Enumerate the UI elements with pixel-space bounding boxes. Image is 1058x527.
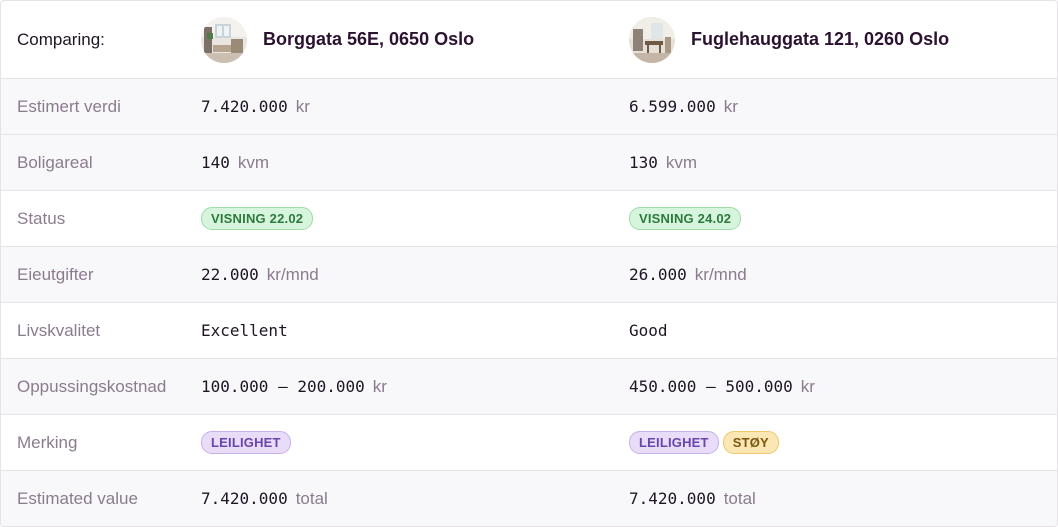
property-b-header[interactable]: Fuglehauggata 121, 0260 Oslo [629, 16, 1057, 63]
property-b-value: Good [629, 321, 668, 340]
apartment-photo-icon[interactable] [201, 16, 247, 63]
comparing-label: Comparing: [17, 29, 105, 49]
status-badge: VISNING 22.02 [201, 207, 314, 230]
tag-badge: STØY [722, 431, 779, 454]
property-b-unit: kvm [665, 152, 698, 172]
property-b-value: 130 [629, 153, 658, 172]
property-a-title[interactable]: Borggata 56E, 0650 Oslo [263, 29, 475, 49]
property-a-value: 7.420.000 [201, 97, 288, 116]
apartment-photo-icon[interactable] [629, 16, 675, 63]
property-a-value: Excellent [201, 321, 288, 340]
tag-badge: LEILIGHET [629, 431, 719, 454]
row-label: Livskvalitet [17, 320, 101, 340]
property-a-value: 22.000 [201, 265, 259, 284]
property-a-unit: kvm [237, 152, 270, 172]
property-a-header[interactable]: Borggata 56E, 0650 Oslo [201, 16, 629, 63]
row-estimated-value: Estimated value 7.420.000 total 7.420.000… [1, 470, 1057, 526]
row-label: Estimated value [17, 488, 138, 508]
property-b-value: 6.599.000 [629, 97, 716, 116]
property-a-unit: kr [372, 376, 387, 396]
property-b-unit: kr [800, 376, 815, 396]
status-badge: VISNING 24.02 [629, 207, 742, 230]
row-label: Status [17, 208, 66, 228]
row-estimert-verdi: Estimert verdi 7.420.000 kr 6.599.000 kr [1, 78, 1057, 134]
property-a-unit: kr/mnd [266, 264, 319, 284]
comparison-header-row: Comparing: Borggata 56E, 0650 Oslo [1, 1, 1057, 78]
property-a-unit: total [295, 488, 328, 508]
row-label: Estimert verdi [17, 96, 121, 116]
property-a-value: 7.420.000 [201, 489, 288, 508]
row-livskvalitet: Livskvalitet Excellent Good [1, 302, 1057, 358]
row-label: Eieutgifter [17, 264, 94, 284]
row-oppussingskostnad: Oppussingskostnad 100.000 – 200.000 kr 45… [1, 358, 1057, 414]
row-boligareal: Boligareal 140 kvm 130 kvm [1, 134, 1057, 190]
row-label: Oppussingskostnad [17, 376, 167, 396]
row-eieutgifter: Eieutgifter 22.000 kr/mnd 26.000 kr/mnd [1, 246, 1057, 302]
property-b-unit: kr [723, 96, 738, 116]
tag-badge: LEILIGHET [201, 431, 291, 454]
property-a-value: 140 [201, 153, 230, 172]
property-a-unit: kr [295, 96, 310, 116]
property-b-value: 26.000 [629, 265, 687, 284]
row-label: Boligareal [17, 152, 93, 172]
property-b-unit: total [723, 488, 756, 508]
row-merking: Merking LEILIGHET LEILIGHET STØY [1, 414, 1057, 470]
property-b-unit: kr/mnd [694, 264, 747, 284]
property-b-value: 7.420.000 [629, 489, 716, 508]
comparing-cell: Comparing: [1, 30, 201, 50]
property-a-value: 100.000 – 200.000 [201, 377, 365, 396]
row-status: Status VISNING 22.02 VISNING 24.02 [1, 190, 1057, 246]
property-b-title[interactable]: Fuglehauggata 121, 0260 Oslo [691, 29, 950, 49]
property-b-value: 450.000 – 500.000 [629, 377, 793, 396]
row-label: Merking [17, 432, 78, 452]
